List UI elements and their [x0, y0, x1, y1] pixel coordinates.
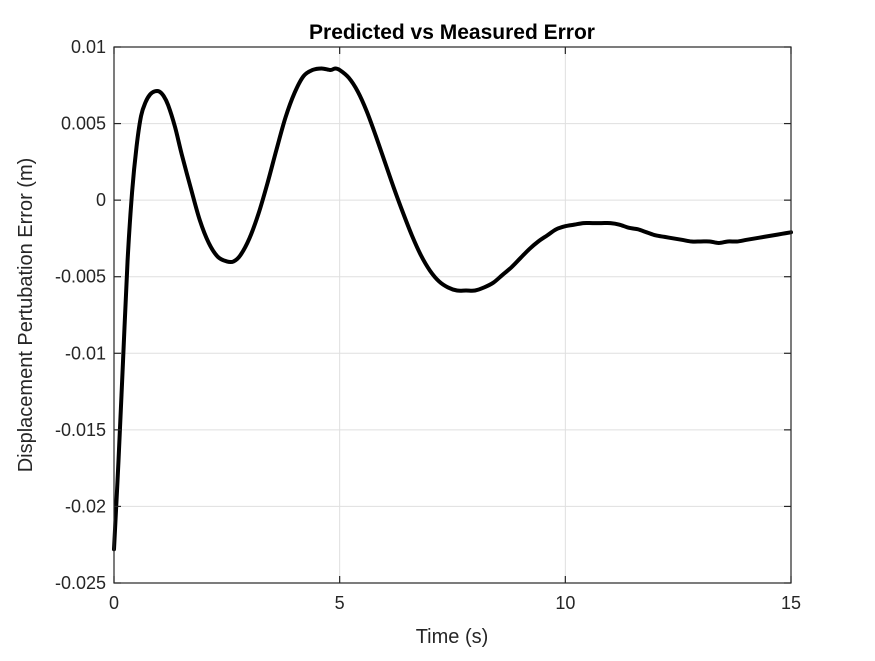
x-axis-label: Time (s)	[416, 626, 489, 648]
y-tick-label: 0.005	[61, 114, 106, 134]
y-tick-label: 0	[96, 190, 106, 210]
y-tick-label: -0.01	[65, 343, 106, 363]
x-tick-label: 10	[555, 593, 575, 613]
x-tick-labels: 0 5 10 15	[109, 593, 801, 613]
y-tick-label: 0.01	[71, 37, 106, 57]
grid-lines	[114, 47, 791, 583]
tick-marks	[113, 46, 792, 584]
series-layer	[112, 66, 793, 552]
y-tick-label: -0.025	[55, 573, 106, 593]
x-tick-label: 15	[781, 593, 801, 613]
series-line-0	[112, 66, 793, 552]
plot-area-background	[114, 47, 791, 583]
y-tick-labels: -0.025 -0.02 -0.015 -0.01 -0.005 0 0.005 0.01	[55, 37, 106, 593]
y-tick-label: -0.02	[65, 496, 106, 516]
x-tick-label: 0	[109, 593, 119, 613]
x-tick-label: 5	[335, 593, 345, 613]
y-tick-label: -0.005	[55, 267, 106, 287]
y-tick-label: -0.015	[55, 420, 106, 440]
axes-frame	[113, 46, 792, 584]
chart-title: Predicted vs Measured Error	[309, 21, 595, 44]
y-axis-label: Displacement Pertubation Error (m)	[15, 158, 37, 473]
